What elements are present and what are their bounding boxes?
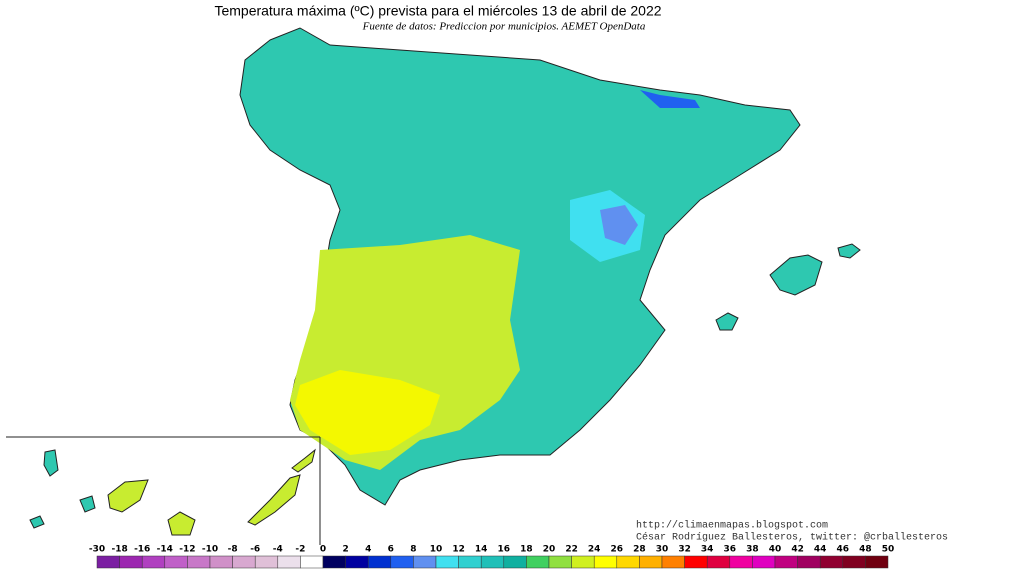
legend-tick-label: 24 (588, 545, 601, 555)
title: Temperatura máxima (ºC) prevista para el… (214, 3, 661, 19)
legend-swatch (729, 555, 753, 569)
legend-swatch (616, 555, 640, 569)
legend-tick-label: 38 (746, 545, 759, 555)
legend-swatch (865, 555, 889, 569)
island (291, 448, 316, 473)
legend-tick-label: 8 (410, 545, 416, 555)
hot-zone (295, 370, 440, 455)
legend-tick-label: -14 (157, 545, 173, 555)
legend-swatch (390, 555, 414, 569)
legend-swatch (435, 555, 459, 569)
island (715, 312, 739, 331)
legend-tick-label: 48 (859, 545, 872, 555)
legend-tick-label: 22 (565, 545, 578, 555)
legend-swatch (277, 555, 301, 569)
legend-swatch (232, 555, 256, 569)
legend-swatch (458, 555, 482, 569)
legend-tick-label: 6 (388, 545, 394, 555)
legend-swatch (413, 555, 437, 569)
legend-swatch (661, 555, 685, 569)
island (29, 515, 45, 529)
balearic-islands (715, 243, 861, 331)
legend-swatch (571, 555, 595, 569)
legend-swatch (96, 555, 120, 569)
legend-tick-label: 0 (320, 545, 326, 555)
island (43, 449, 59, 477)
legend-swatch (842, 555, 866, 569)
legend-tick-label: 16 (498, 545, 511, 555)
island (79, 495, 96, 513)
credit: César Rodríguez Ballesteros, twitter: @c… (636, 532, 948, 544)
legend-tick-label: -4 (273, 545, 283, 555)
legend-tick-label: -2 (295, 545, 305, 555)
legend-tick-label: 26 (611, 545, 624, 555)
legend-swatch (526, 555, 550, 569)
subtitle: Fuente de datos: Prediccion por municipi… (362, 21, 646, 33)
legend: -30 -18 -16 -14 -12 -10 -8 -6 -4 -2 0 2 4 6 8 10 12 14 16 1… (89, 545, 894, 569)
island (769, 254, 823, 296)
legend-tick-label: 40 (769, 545, 782, 555)
legend-swatch (752, 555, 776, 569)
legend-swatch (367, 555, 392, 569)
legend-swatch (345, 555, 369, 569)
legend-swatch (774, 555, 798, 569)
legend-tick-label: -6 (250, 545, 260, 555)
legend-tick-label: 10 (430, 545, 443, 555)
island (247, 474, 301, 526)
legend-tick-label: -18 (111, 545, 127, 555)
legend-swatch (300, 555, 324, 569)
legend-tick-label: 42 (791, 545, 804, 555)
legend-swatch (141, 555, 166, 569)
island (167, 511, 196, 536)
legend-tick-label: 36 (724, 545, 737, 555)
legend-tick-label: -10 (202, 545, 218, 555)
legend-swatch (503, 555, 527, 569)
legend-tick-label: 46 (837, 545, 850, 555)
legend-swatch (119, 555, 143, 569)
legend-tick-label: 4 (365, 545, 371, 555)
legend-swatch (209, 555, 233, 569)
legend-swatch (593, 555, 618, 569)
island (107, 479, 149, 513)
legend-swatch (684, 555, 708, 569)
canary-inset (6, 436, 321, 545)
legend-swatch (322, 555, 346, 569)
legend-swatch (187, 555, 211, 569)
legend-swatch (639, 555, 663, 569)
legend-tick-label: 34 (701, 545, 714, 555)
legend-tick-label: 32 (678, 545, 691, 555)
cold-spot (640, 90, 700, 108)
legend-tick-label: -12 (179, 545, 195, 555)
legend-tick-label: -16 (134, 545, 150, 555)
legend-swatch (480, 555, 505, 569)
legend-swatch (254, 555, 279, 569)
legend-tick-label: -30 (89, 545, 105, 555)
legend-tick-label: 50 (882, 545, 895, 555)
legend-tick-label: 14 (475, 545, 488, 555)
legend-tick-label: 30 (656, 545, 669, 555)
legend-tick-label: 18 (520, 545, 533, 555)
legend-tick-label: 20 (543, 545, 556, 555)
legend-swatch (706, 555, 731, 569)
legend-tick-label: 2 (342, 545, 348, 555)
legend-tick-label: 28 (633, 545, 646, 555)
legend-tick-label: -8 (228, 545, 238, 555)
cold-spot (600, 205, 638, 245)
island (837, 243, 861, 259)
legend-tick-label: 44 (814, 545, 827, 555)
legend-swatch (819, 555, 844, 569)
legend-swatch (164, 555, 188, 569)
legend-swatch (797, 555, 821, 569)
peninsula (239, 27, 801, 506)
legend-swatch (548, 555, 572, 569)
credit: http://climaenmapas.blogspot.com (636, 520, 828, 532)
legend-tick-label: 12 (452, 545, 465, 555)
